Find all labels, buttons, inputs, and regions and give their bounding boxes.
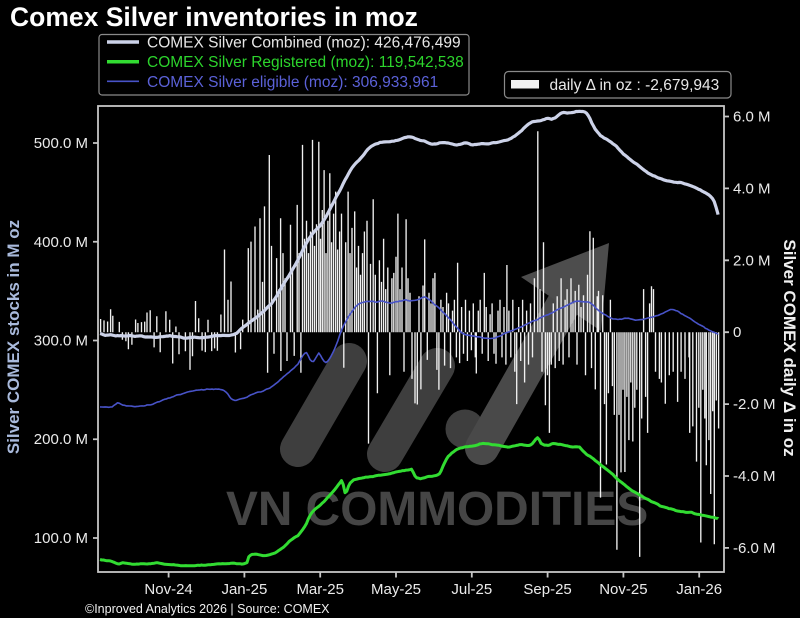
svg-text:Jul-25: Jul-25 (451, 581, 492, 598)
svg-text:COMEX Silver Combined (moz): 4: COMEX Silver Combined (moz): 426,476,499 (147, 35, 461, 52)
svg-text:Nov-24: Nov-24 (144, 581, 192, 598)
svg-text:COMEX Silver Registered (moz):: COMEX Silver Registered (moz): 119,542,5… (147, 54, 464, 71)
svg-text:Jan-26: Jan-26 (676, 581, 722, 598)
svg-text:Sep-25: Sep-25 (523, 581, 571, 598)
svg-text:May-25: May-25 (371, 581, 421, 598)
svg-text:Silver COMEX stocks in M oz: Silver COMEX stocks in M oz (4, 220, 23, 454)
svg-text:500.0 M: 500.0 M (34, 135, 88, 152)
svg-text:VN COMMODITIES: VN COMMODITIES (226, 483, 648, 536)
svg-text:4.0 M: 4.0 M (733, 180, 771, 197)
svg-text:Silver COMEX daily Δ in oz: Silver COMEX daily Δ in oz (780, 239, 799, 456)
svg-text:Mar-25: Mar-25 (296, 581, 344, 598)
svg-text:-6.0 M: -6.0 M (733, 540, 776, 557)
svg-text:0: 0 (733, 324, 741, 341)
svg-text:Comex Silver inventories in mo: Comex Silver inventories in moz (10, 2, 418, 32)
svg-text:Jan-25: Jan-25 (221, 581, 267, 598)
svg-text:-2.0 M: -2.0 M (733, 396, 776, 413)
svg-text:daily Δ in oz : -2,679,943: daily Δ in oz : -2,679,943 (550, 77, 720, 94)
svg-text:-4.0 M: -4.0 M (733, 468, 776, 485)
svg-text:200.0 M: 200.0 M (34, 431, 88, 448)
svg-text:300.0 M: 300.0 M (34, 333, 88, 350)
svg-text:Nov-25: Nov-25 (599, 581, 647, 598)
svg-text:©Inproved Analytics 2026 | Sou: ©Inproved Analytics 2026 | Source: COMEX (85, 602, 330, 616)
svg-text:6.0 M: 6.0 M (733, 109, 771, 126)
svg-text:2.0 M: 2.0 M (733, 252, 771, 269)
svg-text:400.0 M: 400.0 M (34, 234, 88, 251)
svg-text:100.0 M: 100.0 M (34, 530, 88, 547)
svg-text:COMEX Silver eligible (moz): 3: COMEX Silver eligible (moz): 306,933,961 (147, 74, 438, 91)
